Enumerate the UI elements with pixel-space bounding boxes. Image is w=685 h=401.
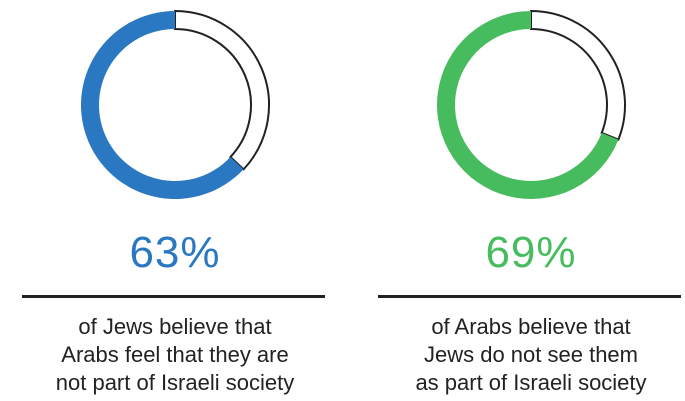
- caption: of Arabs believe that Jews do not see th…: [366, 313, 685, 397]
- divider: [22, 295, 325, 298]
- stat-panel-arabs: 69% of Arabs believe that Jews do not se…: [366, 0, 685, 401]
- stat-panel-jews: 63% of Jews believe that Arabs feel that…: [10, 0, 340, 401]
- caption: of Jews believe that Arabs feel that the…: [10, 313, 340, 397]
- caption-line: Arabs feel that they are: [61, 342, 289, 367]
- caption-line: Jews do not see them: [423, 342, 638, 367]
- divider: [378, 295, 681, 298]
- remainder-segment: [530, 9, 626, 141]
- donut-chart-jews: [80, 9, 270, 199]
- caption-line: of Jews believe that: [78, 314, 272, 339]
- donut-chart-arabs: [437, 9, 626, 199]
- remainder-segment: [174, 9, 270, 171]
- caption-line: of Arabs believe that: [431, 314, 631, 339]
- caption-line: not part of Israeli society: [55, 370, 295, 395]
- value-segment: [80, 11, 244, 199]
- percentage-label: 63%: [129, 228, 221, 277]
- percentage-label: 69%: [485, 228, 577, 277]
- caption-line: as part of Israeli society: [415, 370, 647, 395]
